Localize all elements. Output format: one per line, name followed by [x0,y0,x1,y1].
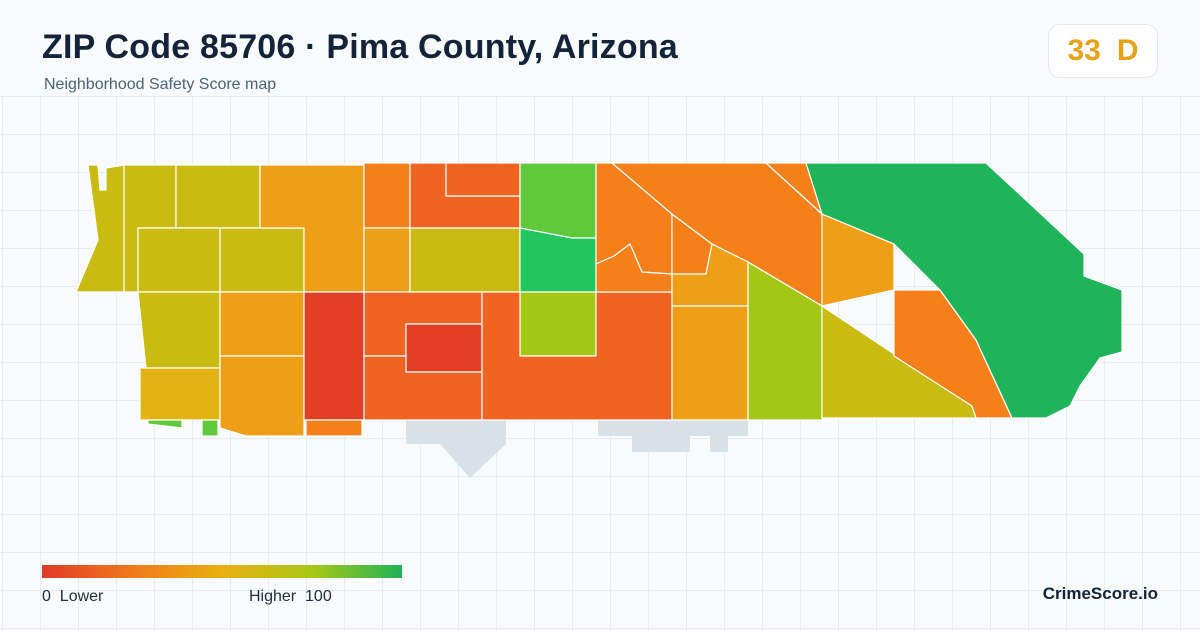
safety-score-badge: 33 D [1048,24,1158,78]
no-data-areas [406,420,748,478]
legend-gradient-bar [42,565,402,578]
neighborhood-region-sliver-2[interactable] [201,419,219,437]
neighborhood-region-e-3[interactable] [747,261,823,421]
neighborhood-region-ne-2[interactable] [595,243,673,293]
legend-max-label: Higher 100 [249,588,332,605]
neighborhood-region-center-1[interactable] [303,291,365,421]
brand-logo-text: CrimeScore.io [1042,584,1158,603]
neighborhood-region-north-8[interactable] [519,227,597,293]
neighborhood-region-center-3[interactable] [405,323,483,373]
score-value: 33 [1067,34,1101,67]
legend-min-label: 0 Lower [42,588,104,605]
page-title: ZIP Code 85706 · Pima County, Arizona [42,28,678,66]
page-header: ZIP Code 85706 · Pima County, Arizona Ne… [0,0,1200,96]
neighborhood-region-center-5[interactable] [519,291,597,357]
no-data-area [598,420,748,452]
neighborhood-region-north-6[interactable] [409,227,521,293]
neighborhood-region-e-2[interactable] [671,305,749,421]
neighborhood-region-west-7[interactable] [139,367,221,421]
neighborhood-region-north-4[interactable] [445,162,521,197]
score-grade: D [1116,34,1139,67]
neighborhood-region-north-2[interactable] [363,162,411,229]
page-subtitle: Neighborhood Safety Score map [44,76,277,93]
neighborhood-region-west-6[interactable] [137,291,221,369]
neighborhood-region-far-east[interactable] [805,162,1123,419]
neighborhood-region-sliver-1[interactable] [147,419,183,429]
neighborhood-region-west-3[interactable] [175,164,261,229]
neighborhood-region-sliver-3[interactable] [305,419,363,437]
neighborhood-region-west-4[interactable] [219,227,305,293]
neighborhood-region-north-5[interactable] [363,227,411,293]
neighborhood-regions[interactable] [75,162,1123,437]
no-data-area [406,420,506,478]
neighborhood-region-west-8[interactable] [219,291,305,357]
neighborhood-region-west-9[interactable] [219,355,305,437]
neighborhood-region-west-5[interactable] [137,227,221,293]
neighborhood-region-west-1[interactable] [75,164,125,293]
neighborhood-region-north-7[interactable] [519,162,597,239]
